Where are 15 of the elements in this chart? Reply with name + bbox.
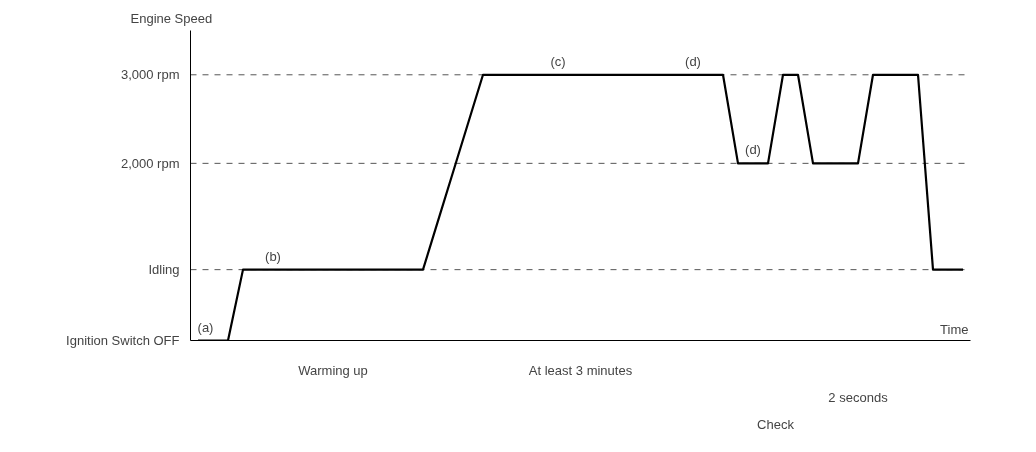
y-axis-title: Engine Speed — [130, 10, 213, 26]
annotation: (d) — [745, 142, 761, 158]
text: Check — [757, 416, 795, 432]
annotation: (c) — [550, 53, 566, 69]
annotation: (d) — [685, 53, 701, 69]
text: At least 3 minutes — [528, 362, 633, 378]
annotation: Time — [940, 321, 969, 337]
y-tick-label: Idling — [148, 262, 180, 278]
y-tick-label: 2,000 rpm — [120, 155, 180, 171]
text: 2 seconds — [828, 389, 889, 405]
annotation: (a) — [197, 319, 214, 335]
y-tick-label: Ignition Switch OFF — [66, 333, 180, 348]
y-tick-label: 3,000 rpm — [120, 67, 180, 83]
text: Warming up — [298, 362, 368, 378]
annotation: (b) — [265, 248, 281, 264]
